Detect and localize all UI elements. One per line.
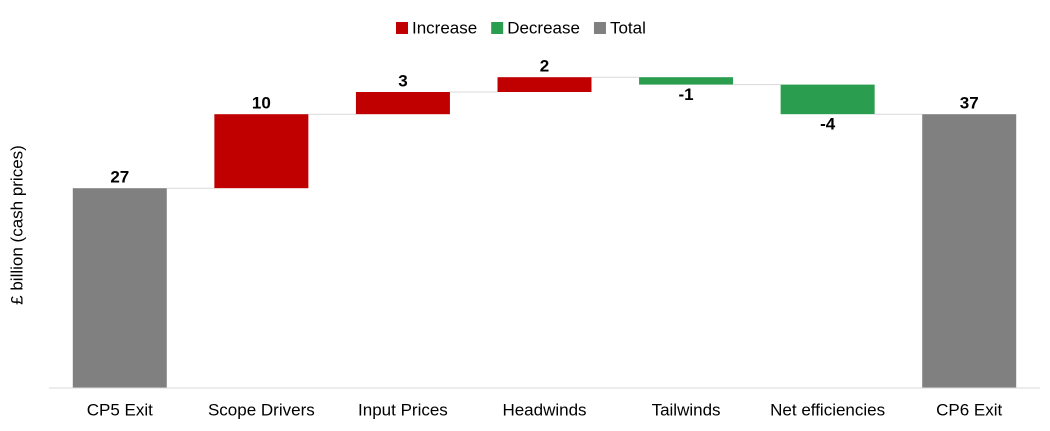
x-tick-label: Net efficiencies [770, 400, 885, 419]
legend-swatch [396, 22, 408, 34]
y-axis-label: £ billion (cash prices) [7, 145, 26, 305]
bar [922, 114, 1017, 388]
x-tick-label: CP5 Exit [87, 400, 153, 419]
x-tick-label: Headwinds [502, 400, 586, 419]
legend-label: Total [610, 18, 646, 37]
data-label: 10 [252, 94, 271, 113]
x-tick-label: CP6 Exit [936, 400, 1002, 419]
data-label: -4 [820, 115, 836, 134]
bar [72, 188, 167, 388]
bar [497, 77, 592, 92]
bar [214, 114, 309, 189]
data-label: 27 [110, 168, 129, 187]
x-tick-label: Scope Drivers [208, 400, 315, 419]
bar [780, 84, 875, 115]
data-label: 2 [540, 57, 549, 76]
data-label: -1 [679, 85, 694, 104]
x-tick-label: Input Prices [358, 400, 448, 419]
x-tick-label: Tailwinds [652, 400, 721, 419]
bar [639, 77, 734, 85]
legend-label: Increase [412, 18, 477, 37]
legend-swatch [491, 22, 504, 34]
legend-swatch [593, 22, 606, 34]
data-label: 37 [960, 94, 979, 113]
data-label: 3 [398, 71, 407, 90]
legend-label: Decrease [507, 18, 580, 37]
bar [355, 92, 450, 115]
